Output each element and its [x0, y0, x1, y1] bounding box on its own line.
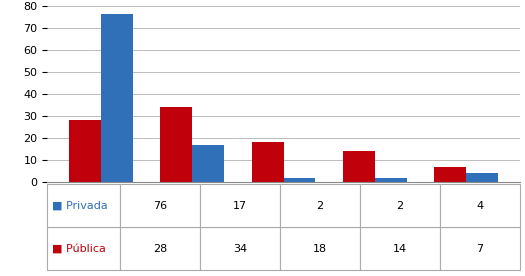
Bar	[201, 227, 280, 270]
Bar	[120, 184, 201, 227]
Text: 4: 4	[476, 201, 484, 211]
Bar	[440, 227, 520, 270]
Text: 28: 28	[153, 244, 167, 254]
Bar	[440, 184, 520, 227]
Text: 76: 76	[153, 201, 167, 211]
Bar	[284, 178, 316, 182]
Bar	[343, 151, 375, 182]
Bar	[69, 120, 101, 182]
Bar	[47, 227, 120, 270]
Text: ■ Privada: ■ Privada	[52, 201, 108, 211]
Bar	[280, 184, 360, 227]
Text: 14: 14	[393, 244, 407, 254]
Bar	[120, 227, 201, 270]
Bar	[375, 178, 407, 182]
Bar	[360, 184, 440, 227]
Text: 17: 17	[233, 201, 247, 211]
Text: 7: 7	[476, 244, 484, 254]
Bar	[47, 184, 120, 227]
Bar	[251, 142, 284, 182]
Text: 34: 34	[233, 244, 247, 254]
Text: 18: 18	[313, 244, 327, 254]
Bar	[434, 167, 466, 182]
Bar	[280, 227, 360, 270]
Bar	[466, 173, 498, 182]
Text: 2: 2	[317, 201, 324, 211]
Text: ■ Pública: ■ Pública	[52, 244, 106, 254]
Bar	[160, 107, 192, 182]
Bar	[360, 227, 440, 270]
Bar	[201, 184, 280, 227]
Bar	[101, 14, 133, 182]
Text: 2: 2	[396, 201, 404, 211]
Bar	[192, 145, 224, 182]
